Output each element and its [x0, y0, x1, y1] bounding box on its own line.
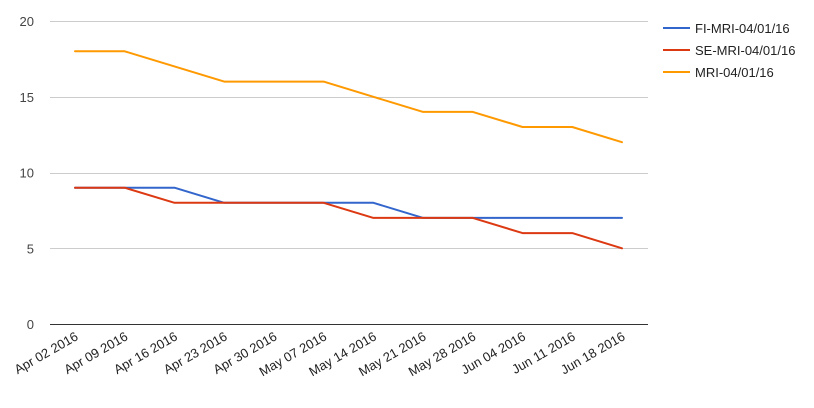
y-axis-tick-labels: 0 5 10 15 20	[20, 14, 34, 332]
legend: FI-MRI-04/01/16 SE-MRI-04/01/16 MRI-04/01/…	[663, 21, 795, 80]
y-tick-label-10: 10	[20, 166, 34, 181]
series-2	[74, 186, 623, 250]
series-line-3	[74, 50, 623, 144]
y-tick-label-20: 20	[20, 14, 34, 29]
legend-item-1: FI-MRI-04/01/16	[663, 21, 790, 36]
legend-label: MRI-04/01/16	[695, 65, 774, 80]
series-lines	[74, 50, 623, 250]
legend-item-3: MRI-04/01/16	[663, 65, 774, 80]
legend-label: FI-MRI-04/01/16	[695, 21, 790, 36]
legend-item-2: SE-MRI-04/01/16	[663, 43, 795, 58]
grid	[50, 21, 648, 325]
y-tick-label-15: 15	[20, 90, 34, 105]
series-line-2	[74, 186, 623, 250]
legend-label: SE-MRI-04/01/16	[695, 43, 795, 58]
series-line-1	[74, 186, 623, 219]
y-tick-label-5: 5	[27, 241, 34, 256]
series-3	[74, 50, 623, 144]
y-tick-label-0: 0	[27, 317, 34, 332]
series-1	[74, 186, 623, 219]
